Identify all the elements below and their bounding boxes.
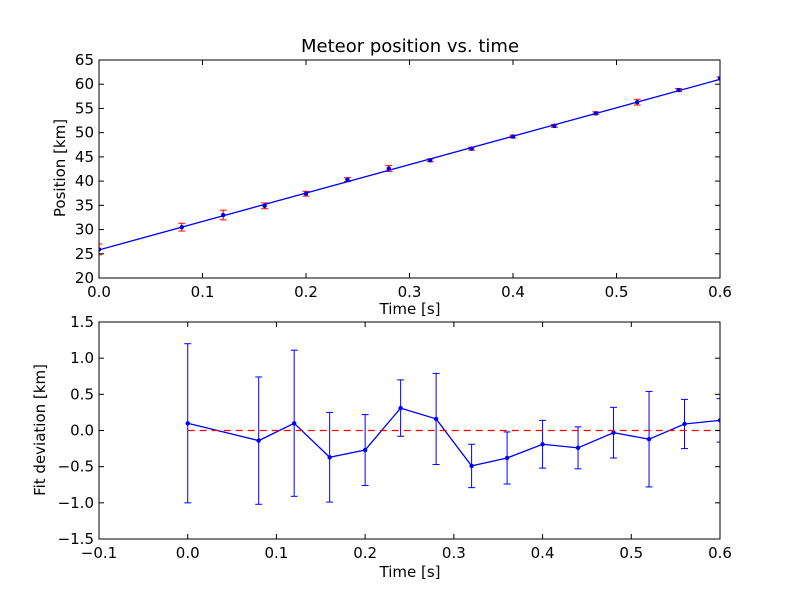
y-tick-label: 40 bbox=[75, 172, 94, 190]
y-axis-label: Position [km] bbox=[51, 119, 69, 217]
data-point bbox=[362, 447, 368, 453]
y-tick-label: 0.0 bbox=[70, 422, 94, 440]
x-tick-label: 0.0 bbox=[176, 544, 200, 562]
data-point bbox=[291, 421, 297, 426]
y-tick-label: 25 bbox=[75, 245, 94, 263]
x-tick-label: 0.0 bbox=[87, 283, 111, 301]
deviation-plot: Time [s] Fit deviation [km] −0.1 0.0 0.1 0.… bbox=[31, 313, 732, 581]
x-tick-label: 0.3 bbox=[398, 283, 422, 301]
x-tick-label: 0.2 bbox=[294, 283, 318, 301]
y-tick-label: 60 bbox=[75, 75, 94, 93]
data-point bbox=[717, 418, 720, 423]
data-point bbox=[256, 438, 261, 443]
data-point bbox=[469, 463, 474, 469]
x-tick-label: 0.5 bbox=[619, 544, 643, 562]
data-point bbox=[504, 455, 510, 461]
data-point bbox=[682, 421, 687, 427]
y-tick-label: 55 bbox=[75, 99, 94, 117]
position-plot: Meteor position vs. time Time [s] Positi… bbox=[51, 36, 732, 318]
data-point bbox=[185, 421, 190, 426]
x-axis-label: Time [s] bbox=[379, 300, 441, 318]
x-tick-label: 0.6 bbox=[708, 283, 732, 301]
x-tick-label: −0.1 bbox=[81, 544, 117, 562]
y-tick-label: −1.0 bbox=[58, 494, 94, 512]
plot-area bbox=[99, 76, 720, 256]
x-tick-label: 0.1 bbox=[264, 544, 288, 562]
y-tick-label: 1.0 bbox=[70, 349, 94, 367]
x-tick-label: 0.4 bbox=[531, 544, 555, 562]
data-point bbox=[540, 442, 545, 447]
y-tick-label: 0.5 bbox=[70, 385, 94, 403]
y-tick-label: 20 bbox=[75, 269, 94, 287]
y-tick-label: 50 bbox=[75, 124, 94, 142]
data-point bbox=[433, 416, 439, 422]
y-tick-label: −0.5 bbox=[58, 458, 94, 476]
x-tick-label: 0.1 bbox=[191, 283, 215, 301]
x-tick-label: 0.5 bbox=[605, 283, 629, 301]
data-point bbox=[327, 455, 332, 460]
fit-line bbox=[99, 78, 720, 251]
data-point bbox=[398, 405, 403, 411]
data-point bbox=[611, 430, 616, 435]
x-axis-label: Time [s] bbox=[379, 563, 441, 581]
chart-title: Meteor position vs. time bbox=[301, 36, 519, 57]
x-tick-label: 0.3 bbox=[442, 544, 466, 562]
data-point bbox=[575, 445, 581, 451]
data-point bbox=[646, 436, 652, 442]
y-tick-label: 1.5 bbox=[70, 313, 94, 331]
y-tick-label: 45 bbox=[75, 148, 94, 166]
x-tick-label: 0.2 bbox=[353, 544, 377, 562]
x-tick-label: 0.6 bbox=[708, 544, 732, 562]
y-tick-label: 65 bbox=[75, 51, 94, 69]
x-tick-label: 0.4 bbox=[501, 283, 525, 301]
y-axis-label: Fit deviation [km] bbox=[31, 364, 49, 496]
plot-area bbox=[184, 343, 720, 505]
y-tick-label: 35 bbox=[75, 196, 94, 214]
y-tick-label: 30 bbox=[75, 221, 94, 239]
y-tick-label: −1.5 bbox=[58, 530, 94, 548]
